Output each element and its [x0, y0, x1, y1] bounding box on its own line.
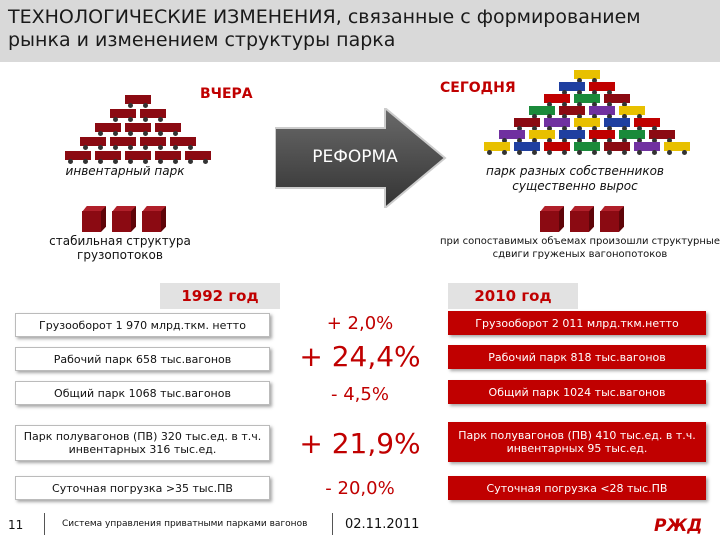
change-freight-turnover: + 2,0%: [326, 313, 394, 334]
inventory-park-caption: инвентарный парк: [65, 164, 185, 178]
wagon-icon: [65, 151, 91, 164]
right-item-daily-loading: Суточная погрузка <28 тыс.ПВ: [448, 476, 706, 500]
wagon-icon: [140, 137, 166, 150]
wagon-icon: [559, 130, 585, 143]
wagon-icon: [125, 95, 151, 108]
reform-label: РЕФОРМА: [312, 147, 398, 167]
year-2010: 2010 год: [474, 287, 552, 305]
right-item-freight-turnover: Грузооборот 2 011 млрд.ткм.нетто: [448, 311, 706, 335]
wagon-icon: [619, 106, 645, 119]
wagon-icon: [589, 130, 615, 143]
wagon-icon: [125, 123, 151, 136]
wagon-icon: [110, 109, 136, 122]
wagon-icon: [664, 142, 690, 155]
wagon-icon: [529, 106, 555, 119]
wagon-icon: [529, 130, 555, 143]
wagon-icon: [95, 151, 121, 164]
footer-system-text: Система управления приватными парками ва…: [62, 519, 308, 529]
slide-title: ТЕХНОЛОГИЧЕСКИЕ ИЗМЕНЕНИЯ, связанные с ф…: [8, 6, 641, 51]
wagon-icon: [634, 142, 660, 155]
wagon-icon: [544, 118, 570, 131]
year-1992: 1992 год: [181, 287, 259, 305]
svg-text:РЖД: РЖД: [654, 516, 702, 536]
change-total-park: - 4,5%: [331, 384, 389, 405]
left-item-daily-loading: Суточная погрузка >35 тыс.ПВ: [15, 476, 270, 500]
wagon-icon: [619, 130, 645, 143]
left-item-working-park: Рабочий парк 658 тыс.вагонов: [15, 347, 270, 371]
wagon-icon: [499, 130, 525, 143]
wagon-icon: [544, 142, 570, 155]
year-2010-bg: [448, 283, 578, 309]
wagon-icon: [170, 137, 196, 150]
header-bar: [0, 0, 720, 62]
wagon-icon: [649, 130, 675, 143]
change-gondola-park: + 21,9%: [299, 427, 421, 460]
today-heading: СЕГОДНЯ: [440, 80, 516, 96]
stable-flow-caption: стабильная структура грузопотоков: [49, 234, 191, 262]
wagon-icon: [514, 142, 540, 155]
wagon-icon: [110, 137, 136, 150]
wagon-icon: [589, 106, 615, 119]
year-1992-bg: [160, 283, 280, 309]
wagon-icon: [604, 118, 630, 131]
footer-divider: [44, 513, 45, 535]
footer-divider-2: [332, 513, 333, 535]
owners-park-wagons: [474, 70, 714, 160]
wagon-icon: [634, 118, 660, 131]
wagon-icon: [95, 123, 121, 136]
inventory-park-wagons: [40, 95, 240, 165]
change-working-park: + 24,4%: [299, 340, 421, 373]
wagon-icon: [604, 94, 630, 107]
wagon-icon: [155, 123, 181, 136]
rzd-logo-icon: РЖД: [654, 516, 702, 536]
wagon-icon: [589, 82, 615, 95]
left-item-freight-turnover: Грузооборот 1 970 млрд.ткм. нетто: [15, 313, 270, 337]
wagon-icon: [559, 106, 585, 119]
right-item-gondola-park: Парк полувагонов (ПВ) 410 тыс.ед. в т.ч.…: [448, 422, 706, 462]
wagon-icon: [484, 142, 510, 155]
footer-date: 02.11.2011: [345, 517, 420, 532]
yesterday-heading: ВЧЕРА: [200, 86, 253, 102]
wagon-icon: [604, 142, 630, 155]
right-item-working-park: Рабочий парк 818 тыс.вагонов: [448, 345, 706, 369]
right-item-total-park: Общий парк 1024 тыс.вагонов: [448, 380, 706, 404]
left-item-total-park: Общий парк 1068 тыс.вагонов: [15, 381, 270, 405]
change-daily-loading: - 20,0%: [325, 478, 395, 499]
wagon-icon: [574, 94, 600, 107]
shifted-flow-caption: при сопоставимых объемах произошли струк…: [440, 236, 720, 260]
shifted-flow-cubes: [540, 206, 635, 236]
wagon-icon: [514, 118, 540, 131]
wagon-icon: [125, 151, 151, 164]
owners-park-caption: парк разных собственников существенно вы…: [485, 164, 664, 193]
left-item-gondola-park: Парк полувагонов (ПВ) 320 тыс.ед. в т.ч.…: [15, 425, 270, 461]
wagon-icon: [574, 70, 600, 83]
wagon-icon: [544, 94, 570, 107]
stable-flow-cubes: [82, 206, 172, 236]
wagon-icon: [155, 151, 181, 164]
wagon-icon: [574, 142, 600, 155]
wagon-icon: [80, 137, 106, 150]
wagon-icon: [185, 151, 211, 164]
reform-arrow: [275, 108, 447, 208]
page-number: 11: [8, 518, 24, 532]
wagon-icon: [574, 118, 600, 131]
wagon-icon: [140, 109, 166, 122]
wagon-icon: [559, 82, 585, 95]
